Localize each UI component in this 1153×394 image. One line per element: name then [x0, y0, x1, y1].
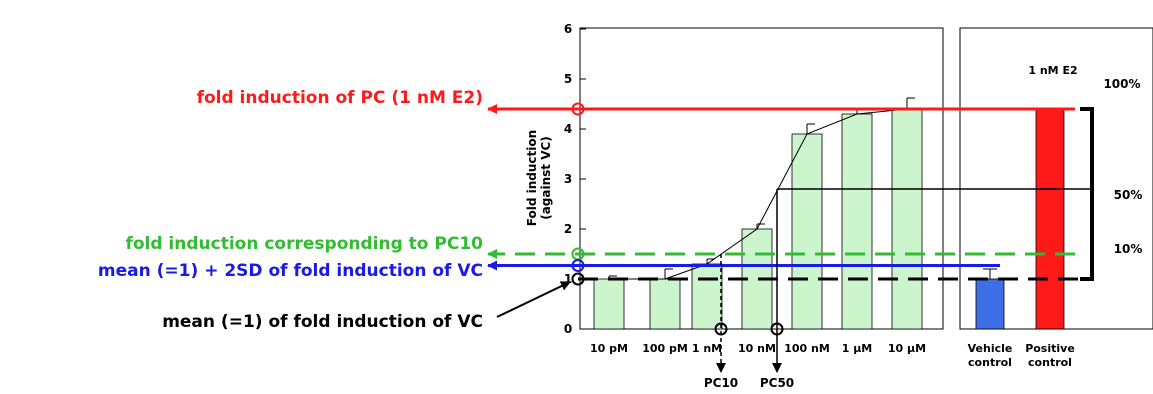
pc10-annotation: fold induction corresponding to PC10 [125, 234, 483, 254]
bracket-line [1080, 107, 1094, 281]
error-bars [608, 97, 915, 279]
x-tick-label: 10 μM [888, 342, 926, 355]
vc-2sd-marker [571, 259, 585, 272]
bar [841, 113, 873, 330]
bar [891, 108, 923, 330]
percent-100: 100% [1103, 77, 1140, 91]
pc10-axis-marker [714, 322, 728, 336]
pc50-marker-label: PC50 [760, 376, 794, 390]
bar [791, 133, 823, 330]
control-label: Vehicle [968, 342, 1013, 355]
x-tick-label: 10 pM [590, 342, 628, 355]
mean-arrow [496, 281, 571, 318]
pc10-marker-label: PC10 [704, 376, 738, 390]
bar [649, 278, 681, 330]
control-label: control [1028, 356, 1072, 369]
control-label: Positive [1025, 342, 1075, 355]
x-tick-label: 1 μM [842, 342, 873, 355]
mean-annotation: mean (=1) of fold induction of VC [162, 312, 483, 332]
x-tick-label: 1 nM [692, 342, 722, 355]
x-tick-label: 100 pM [642, 342, 688, 355]
x-tick-label: 100 nM [784, 342, 830, 355]
pc-marker [571, 102, 585, 116]
reference-lines [487, 102, 1090, 373]
bar [593, 278, 625, 330]
percent-50: 50% [1114, 188, 1143, 202]
control-bar [975, 278, 1005, 330]
pc-annotation: fold induction of PC (1 nM E2) [197, 88, 483, 108]
control-bars [975, 108, 1065, 330]
y-axis-ticks: 0 1 2 3 4 5 6 [564, 22, 586, 336]
y-tick-label: 1 [564, 272, 572, 286]
y-tick-label: 0 [564, 322, 572, 336]
control-label: control [968, 356, 1012, 369]
y-tick-label: 2 [564, 222, 572, 236]
y-tick-label: 4 [564, 122, 572, 136]
vc-mean-marker [571, 272, 585, 286]
y-tick-label: 6 [564, 22, 572, 36]
response-curve [609, 108, 908, 280]
sd-annotation: mean (=1) + 2SD of fold induction of VC [98, 261, 483, 281]
percent-10: 10% [1114, 242, 1143, 256]
control-bar [1035, 108, 1065, 330]
y-tick-label: 5 [564, 72, 572, 86]
pc-label: 1 nM E2 [1028, 64, 1077, 77]
bar [691, 263, 723, 330]
bars [593, 108, 923, 330]
x-tick-label: 10 nM [738, 342, 776, 355]
y-axis-label-2: (against VC) [539, 136, 553, 220]
y-axis-label-1: Fold induction [525, 130, 539, 226]
concentration-response-curve [609, 108, 908, 280]
percent-bracket [1080, 107, 1094, 281]
pc50-axis-marker [770, 322, 784, 336]
y-tick-label: 3 [564, 172, 572, 186]
x-axis-labels: 10 pM 100 pM 1 nM 10 nM 100 nM 1 μM 10 μM [590, 342, 926, 355]
